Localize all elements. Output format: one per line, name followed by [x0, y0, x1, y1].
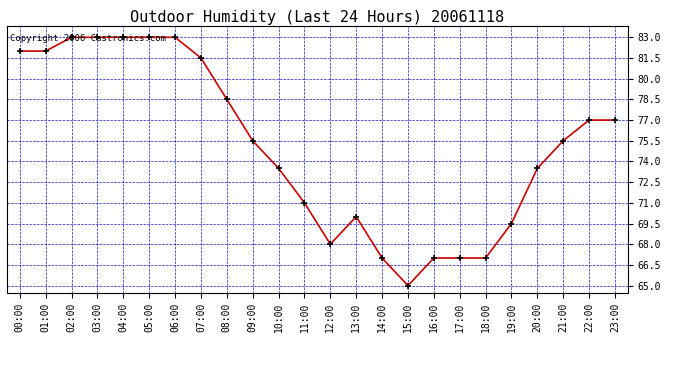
Title: Outdoor Humidity (Last 24 Hours) 20061118: Outdoor Humidity (Last 24 Hours) 2006111…	[130, 10, 504, 25]
Text: Copyright 2006 Castronics.com: Copyright 2006 Castronics.com	[10, 34, 166, 43]
